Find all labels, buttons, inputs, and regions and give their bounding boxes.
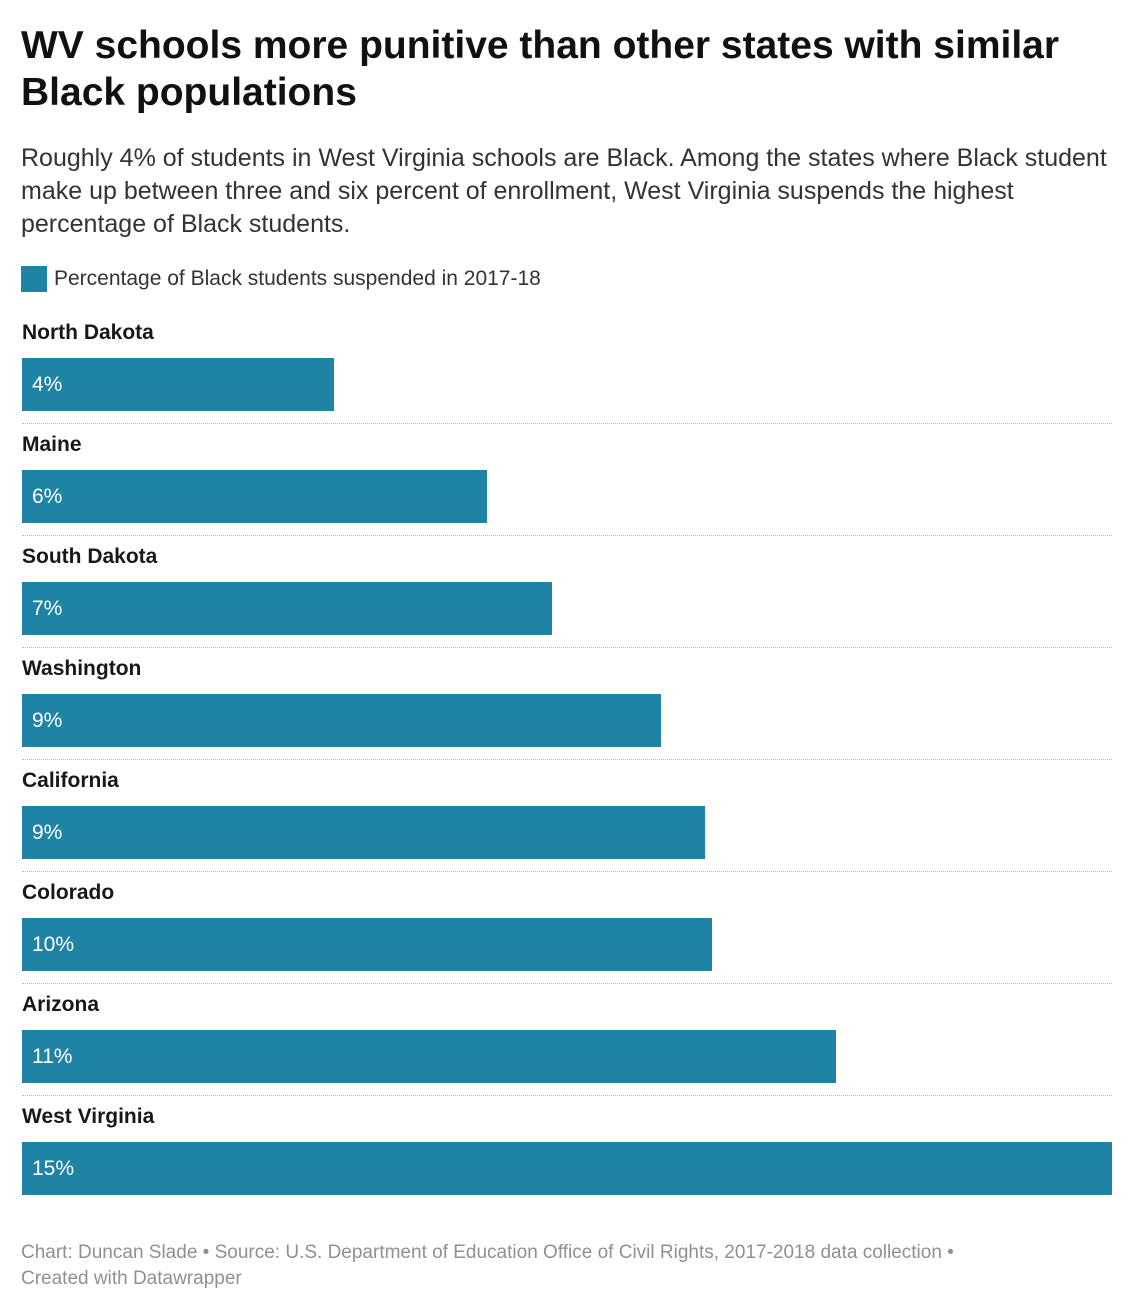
bar-value-label: 9%	[32, 709, 63, 732]
chart-subtitle: Roughly 4% of students in West Virginia …	[21, 144, 1107, 238]
row-divider	[22, 423, 1112, 424]
bar	[22, 1030, 836, 1083]
chart-footer: Chart: Duncan Slade • Source: U.S. Depar…	[21, 1240, 1121, 1292]
bar-row: Maine 6%	[22, 430, 1112, 542]
bar-row: North Dakota 4%	[22, 318, 1112, 430]
bar-value-label: 11%	[32, 1045, 73, 1068]
bar	[22, 806, 705, 859]
bar-value-label: 7%	[32, 597, 63, 620]
category-label: South Dakota	[22, 545, 158, 568]
bar-row: South Dakota 7%	[22, 542, 1112, 654]
bar	[22, 358, 334, 411]
bar-row: West Virginia 15%	[22, 1102, 1112, 1214]
bar-row: Washington 9%	[22, 654, 1112, 766]
legend-swatch	[21, 266, 47, 292]
bar	[22, 470, 487, 523]
row-divider	[22, 647, 1112, 648]
category-label: North Dakota	[22, 321, 154, 344]
legend-label: Percentage of Black students suspended i…	[54, 267, 541, 290]
row-divider	[22, 871, 1112, 872]
bar-row: Colorado 10%	[22, 878, 1112, 990]
bar	[22, 1142, 1112, 1195]
category-label: West Virginia	[22, 1105, 155, 1128]
category-label: Maine	[22, 433, 82, 456]
bar-value-label: 10%	[32, 933, 75, 956]
row-divider	[22, 535, 1112, 536]
category-label: Washington	[22, 657, 142, 680]
bar-value-label: 9%	[32, 821, 63, 844]
chart-title: WV schools more punitive than other stat…	[21, 24, 1060, 114]
bar-value-label: 6%	[32, 485, 63, 508]
bar-value-label: 15%	[32, 1157, 75, 1180]
bar-chart: North Dakota 4% Maine 6% South Dakota 7% Washi…	[22, 318, 1112, 1208]
bar	[22, 582, 552, 635]
footer-datawrapper: Created with Datawrapper	[21, 1268, 242, 1289]
category-label: Colorado	[22, 881, 115, 904]
bar	[22, 694, 661, 747]
bar	[22, 918, 712, 971]
legend: Percentage of Black students suspended i…	[21, 264, 541, 294]
bar-value-label: 4%	[32, 373, 63, 396]
category-label: Arizona	[22, 993, 100, 1016]
footer-credits: Chart: Duncan Slade • Source: U.S. Depar…	[21, 1242, 954, 1263]
row-divider	[22, 1095, 1112, 1096]
bar-row: Arizona 11%	[22, 990, 1112, 1102]
bar-row: California 9%	[22, 766, 1112, 878]
row-divider	[22, 983, 1112, 984]
category-label: California	[22, 769, 119, 792]
row-divider	[22, 759, 1112, 760]
